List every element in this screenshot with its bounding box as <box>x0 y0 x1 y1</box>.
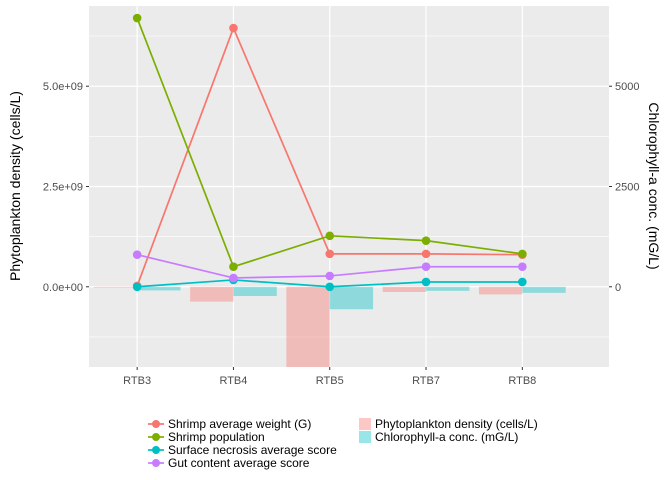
data-point <box>421 277 431 287</box>
x-tick-label: RTB8 <box>508 375 536 387</box>
legend-key-bar <box>359 431 371 443</box>
data-point <box>518 249 527 259</box>
bar <box>479 286 523 295</box>
bars <box>93 286 566 367</box>
y2-tick-label: 2500 <box>615 182 639 194</box>
y-axis-right: 0 2500 5000 <box>609 81 639 294</box>
major-grid <box>89 6 609 367</box>
y2-axis-title: Chlorophyll-a conc. (mG/L) <box>646 102 662 269</box>
y2-tick-label: 0 <box>615 282 621 294</box>
data-point <box>421 262 431 272</box>
data-point <box>325 282 335 292</box>
legend: Shrimp average weight (G)Shrimp populati… <box>148 417 538 470</box>
bar <box>426 286 470 291</box>
bar <box>190 286 234 302</box>
points <box>132 13 527 292</box>
legend-label: Shrimp average weight (G) <box>168 417 311 431</box>
legend-label: Chlorophyll-a conc. (mG/L) <box>375 430 518 444</box>
bar <box>522 286 566 293</box>
bar <box>329 286 374 310</box>
y-tick-label: 2.5e+09 <box>43 182 83 194</box>
data-point <box>325 231 335 241</box>
data-point <box>229 23 238 33</box>
data-point <box>229 262 238 272</box>
y-tick-label: 0.0e+00 <box>43 282 83 294</box>
x-tick-label: RTB3 <box>123 375 151 387</box>
legend-key-point <box>152 446 160 454</box>
data-point <box>132 282 142 292</box>
bar <box>382 286 427 292</box>
data-point <box>421 249 431 259</box>
legend-key-point <box>152 433 160 441</box>
bar <box>286 286 330 367</box>
data-point <box>518 262 527 272</box>
y-axis-title: Phytoplankton density (cells/L) <box>7 91 23 281</box>
legend-key-point <box>152 459 160 467</box>
x-tick-label: RTB4 <box>219 375 247 387</box>
legend-key-point <box>152 420 160 428</box>
data-point <box>132 250 142 259</box>
y-axis-left: 0.0e+00 2.5e+09 5.0e+09 <box>43 81 89 294</box>
x-tick-label: RTB5 <box>316 375 344 387</box>
bar <box>137 286 181 291</box>
data-point <box>421 236 431 245</box>
y2-tick-label: 5000 <box>615 81 639 93</box>
data-point <box>229 273 238 283</box>
legend-label: Phytoplankton density (cells/L) <box>375 417 538 431</box>
x-tick-label: RTB7 <box>412 375 440 387</box>
x-axis: RTB3 RTB4 RTB5 RTB7 RTB8 <box>123 367 536 387</box>
legend-label: Surface necrosis average score <box>168 443 337 457</box>
legend-key-bar <box>359 418 371 430</box>
data-point <box>518 277 527 287</box>
data-point <box>325 271 335 281</box>
data-point <box>325 249 335 259</box>
legend-label: Shrimp population <box>168 430 265 444</box>
bar <box>233 286 277 297</box>
y-tick-label: 5.0e+09 <box>43 81 83 93</box>
bar <box>93 286 138 288</box>
data-point <box>132 13 142 23</box>
legend-label: Gut content average score <box>168 456 310 470</box>
